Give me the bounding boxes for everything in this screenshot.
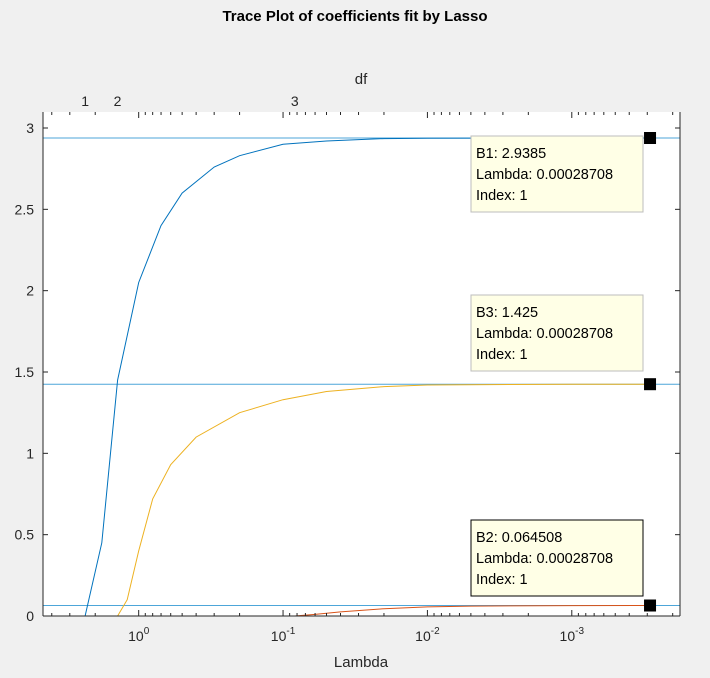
datatip-box-b3 — [470, 294, 644, 372]
chart-title: Trace Plot of coefficients fit by Lasso — [222, 8, 487, 25]
datatip-marker-b1 — [644, 132, 657, 145]
y-tick-label: 1 — [26, 445, 34, 461]
datatip-line-1: B2: 0.064508 — [476, 530, 562, 546]
x-tick-label: 10-1 — [271, 626, 296, 644]
y-tick-label: 1.5 — [15, 364, 35, 380]
x-tick-label: 100 — [128, 626, 150, 644]
df-axis-label: df — [355, 71, 368, 88]
df-tick-label: 1 — [81, 93, 89, 109]
datatip-marker-b3 — [644, 378, 657, 391]
series-line-b1 — [43, 137, 650, 617]
df-tick-label: 3 — [291, 93, 299, 109]
datatip-line-2: Lambda: 0.00028708 — [476, 167, 613, 183]
series-line-b3 — [43, 383, 650, 617]
datatip-box-b2 — [470, 519, 644, 597]
x-axis-label: Lambda — [334, 654, 389, 671]
datatip-line-1: B3: 1.425 — [476, 305, 538, 321]
x-tick-label: 10-2 — [415, 626, 440, 644]
x-tick-label: 10-3 — [560, 626, 585, 644]
datatip-box-b1 — [470, 135, 644, 213]
datatip-line-2: Lambda: 0.00028708 — [476, 326, 613, 342]
datatip-line-3: Index: 1 — [476, 188, 528, 204]
series-line-b2 — [43, 605, 651, 617]
datatip-marker-b2 — [644, 599, 657, 612]
datatip-line-3: Index: 1 — [476, 347, 528, 363]
datatip-line-2: Lambda: 0.00028708 — [476, 551, 613, 567]
y-tick-label: 0.5 — [15, 527, 35, 543]
datatip-line-1: B1: 2.9385 — [476, 146, 546, 162]
df-tick-label: 2 — [114, 93, 122, 109]
y-tick-label: 2.5 — [15, 201, 35, 217]
datatip-line-3: Index: 1 — [476, 572, 528, 588]
y-tick-label: 3 — [26, 120, 34, 136]
y-tick-label: 0 — [26, 608, 34, 624]
y-tick-label: 2 — [26, 283, 34, 299]
